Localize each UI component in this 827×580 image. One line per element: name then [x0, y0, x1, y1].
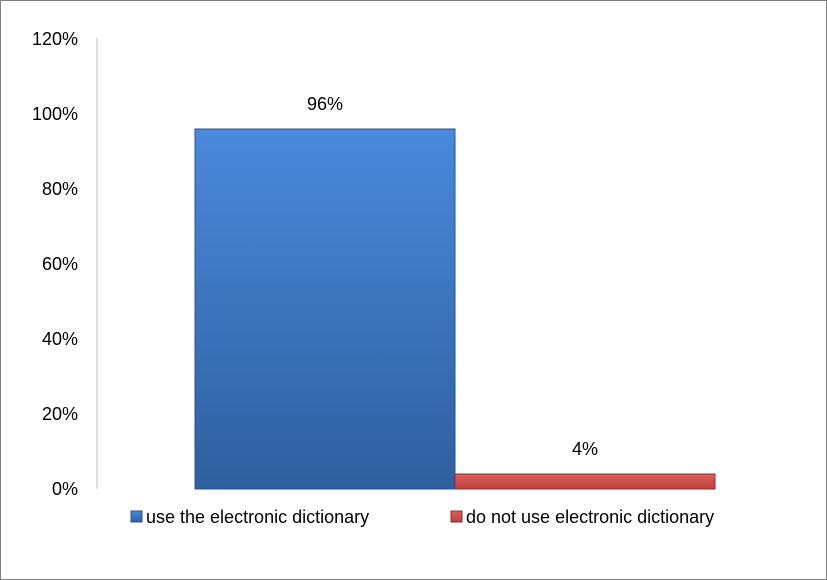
data-labels-group: 96% 4% [307, 94, 598, 459]
y-tick-label: 60% [42, 254, 78, 274]
y-axis-ticks: 0% 20% 40% 60% 80% 100% 120% [32, 29, 78, 499]
y-tick-label: 100% [32, 104, 78, 124]
y-tick-label: 20% [42, 404, 78, 424]
legend-swatch-use [130, 510, 143, 523]
legend: use the electronic dictionary do not use… [130, 507, 714, 527]
y-tick-label: 80% [42, 179, 78, 199]
y-tick-label: 0% [52, 479, 78, 499]
data-label: 4% [572, 439, 598, 459]
y-tick-label: 120% [32, 29, 78, 49]
y-tick-label: 40% [42, 329, 78, 349]
legend-swatch-not-use [450, 510, 463, 523]
data-label: 96% [307, 94, 343, 114]
bar-use-electronic-dictionary [194, 128, 456, 490]
bars-group [194, 128, 716, 490]
bar-not-use-electronic-dictionary [454, 473, 716, 490]
legend-label-not-use: do not use electronic dictionary [466, 507, 714, 527]
legend-label-use: use the electronic dictionary [146, 507, 369, 527]
